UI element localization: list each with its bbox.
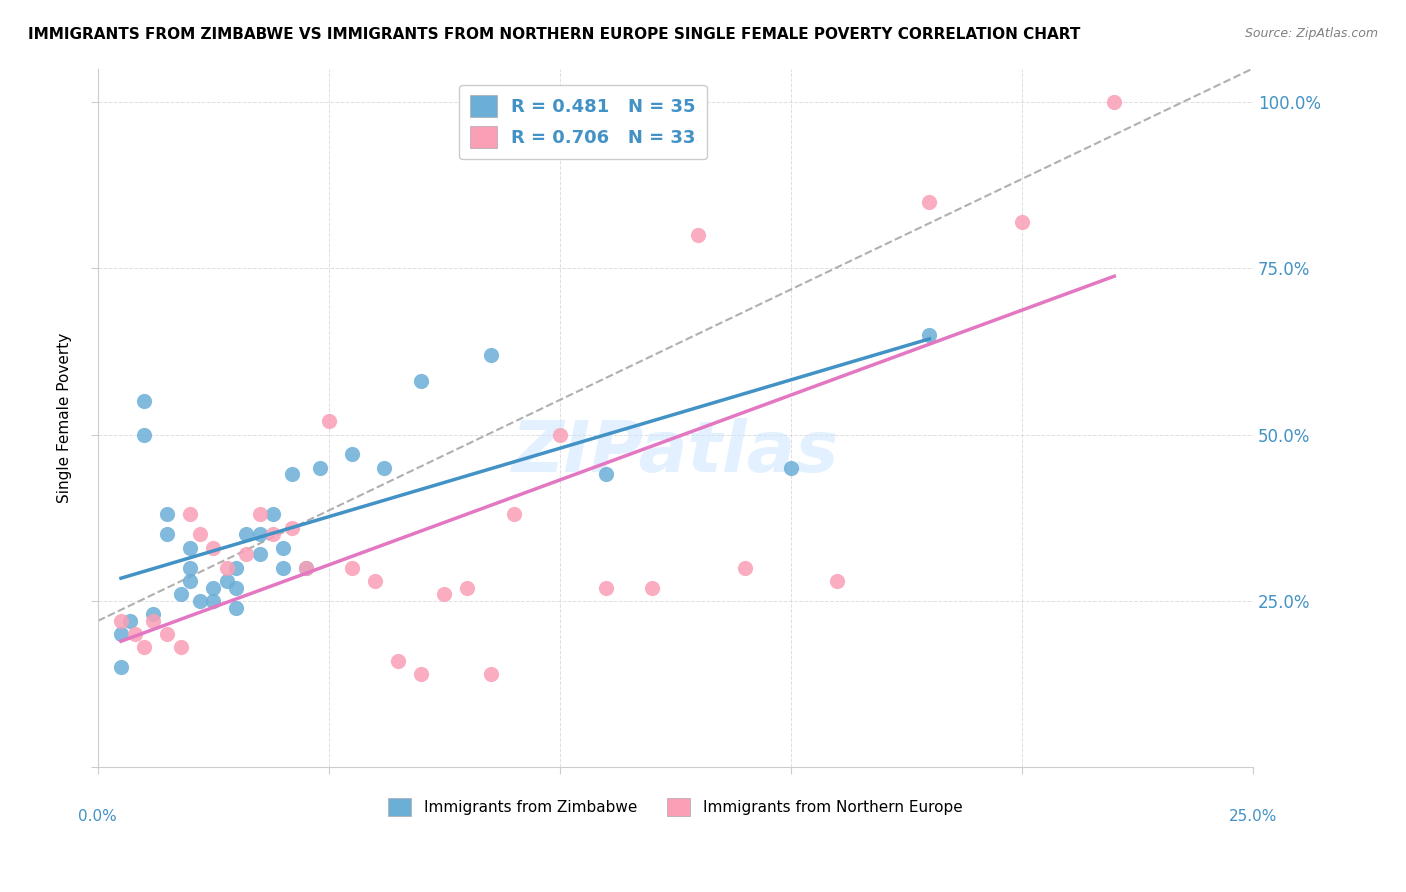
Point	[688, 227, 710, 242]
Point	[132, 394, 155, 409]
Point	[188, 594, 211, 608]
Point	[235, 527, 257, 541]
Point	[340, 560, 363, 574]
Point	[179, 508, 201, 522]
Point	[825, 574, 848, 588]
Point	[179, 574, 201, 588]
Point	[188, 527, 211, 541]
Point	[249, 508, 271, 522]
Text: IMMIGRANTS FROM ZIMBABWE VS IMMIGRANTS FROM NORTHERN EUROPE SINGLE FEMALE POVERT: IMMIGRANTS FROM ZIMBABWE VS IMMIGRANTS F…	[28, 27, 1080, 42]
Point	[479, 348, 502, 362]
Y-axis label: Single Female Poverty: Single Female Poverty	[58, 333, 72, 503]
Point	[156, 508, 179, 522]
Point	[124, 627, 146, 641]
Point	[411, 667, 433, 681]
Point	[340, 448, 363, 462]
Point	[202, 541, 225, 555]
Point	[308, 460, 330, 475]
Point	[456, 581, 478, 595]
Point	[202, 581, 225, 595]
Point	[217, 560, 239, 574]
Text: ZIPatlas: ZIPatlas	[512, 418, 839, 487]
Point	[318, 414, 340, 428]
Point	[142, 614, 165, 628]
Point	[110, 614, 132, 628]
Point	[918, 194, 941, 209]
Point	[225, 581, 247, 595]
Point	[225, 560, 247, 574]
Point	[595, 581, 617, 595]
Point	[281, 467, 304, 482]
Text: Source: ZipAtlas.com: Source: ZipAtlas.com	[1244, 27, 1378, 40]
Point	[502, 508, 524, 522]
Point	[548, 427, 571, 442]
Point	[156, 627, 179, 641]
Point	[217, 574, 239, 588]
Point	[779, 460, 801, 475]
Point	[641, 581, 664, 595]
Point	[170, 640, 193, 655]
Legend: Immigrants from Zimbabwe, Immigrants from Northern Europe: Immigrants from Zimbabwe, Immigrants fro…	[382, 792, 969, 822]
Point	[179, 541, 201, 555]
Text: 25.0%: 25.0%	[1229, 809, 1277, 824]
Point	[262, 508, 284, 522]
Point	[271, 560, 294, 574]
Point	[433, 587, 456, 601]
Point	[179, 560, 201, 574]
Point	[595, 467, 617, 482]
Point	[1102, 95, 1125, 109]
Point	[918, 327, 941, 342]
Point	[170, 587, 193, 601]
Point	[294, 560, 316, 574]
Point	[411, 374, 433, 388]
Point	[1011, 214, 1033, 228]
Point	[373, 460, 395, 475]
Point	[132, 640, 155, 655]
Point	[235, 547, 257, 561]
Point	[156, 527, 179, 541]
Point	[364, 574, 387, 588]
Point	[132, 427, 155, 442]
Point	[249, 547, 271, 561]
Point	[120, 614, 142, 628]
Point	[225, 600, 247, 615]
Point	[281, 521, 304, 535]
Point	[202, 594, 225, 608]
Point	[262, 527, 284, 541]
Point	[734, 560, 756, 574]
Point	[249, 527, 271, 541]
Point	[479, 667, 502, 681]
Text: 0.0%: 0.0%	[79, 809, 117, 824]
Point	[142, 607, 165, 622]
Point	[271, 541, 294, 555]
Point	[110, 660, 132, 674]
Point	[387, 654, 409, 668]
Point	[294, 560, 316, 574]
Point	[110, 627, 132, 641]
